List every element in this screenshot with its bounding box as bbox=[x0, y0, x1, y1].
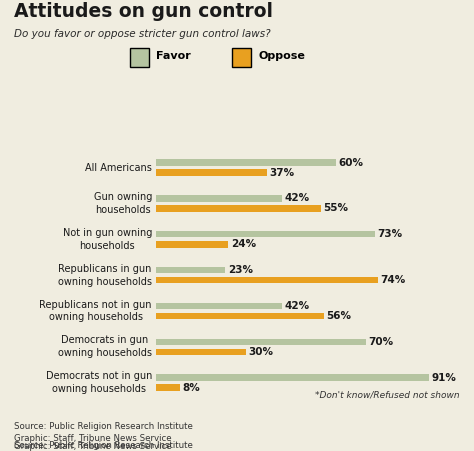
Bar bbox=[156, 205, 321, 212]
Text: Republicans in gun
owning households: Republicans in gun owning households bbox=[58, 264, 152, 286]
Bar bbox=[156, 159, 336, 166]
Text: 74%: 74% bbox=[380, 275, 406, 285]
Text: 60%: 60% bbox=[338, 157, 364, 168]
Bar bbox=[156, 170, 267, 176]
Text: Do you favor or oppose stricter gun control laws?: Do you favor or oppose stricter gun cont… bbox=[14, 29, 271, 39]
Bar bbox=[156, 313, 324, 319]
Text: 8%: 8% bbox=[183, 382, 201, 393]
Text: Democrats in gun
owning households: Democrats in gun owning households bbox=[58, 336, 152, 358]
Text: 23%: 23% bbox=[228, 265, 253, 275]
Text: Source: Public Religion Research Institute: Source: Public Religion Research Institu… bbox=[14, 441, 193, 450]
Bar bbox=[156, 277, 378, 283]
Text: Graphic: Staff, Tribune News Service: Graphic: Staff, Tribune News Service bbox=[14, 442, 172, 451]
Text: 56%: 56% bbox=[327, 311, 351, 321]
Text: 42%: 42% bbox=[284, 301, 310, 311]
Text: Not in gun owning
households: Not in gun owning households bbox=[63, 228, 152, 251]
Bar bbox=[156, 374, 429, 381]
Bar bbox=[156, 349, 246, 355]
Text: 91%: 91% bbox=[431, 373, 456, 382]
Text: 24%: 24% bbox=[231, 239, 256, 249]
Text: 30%: 30% bbox=[249, 347, 273, 357]
Text: 70%: 70% bbox=[368, 337, 393, 347]
Bar bbox=[156, 231, 375, 238]
Text: Oppose: Oppose bbox=[258, 51, 305, 61]
Bar bbox=[156, 267, 225, 273]
Text: Favor: Favor bbox=[156, 51, 191, 61]
Text: 73%: 73% bbox=[377, 229, 402, 239]
Text: Gun owning
households: Gun owning households bbox=[93, 192, 152, 215]
Text: Republicans not in gun
owning households: Republicans not in gun owning households bbox=[39, 299, 152, 322]
Text: 42%: 42% bbox=[284, 193, 310, 203]
Text: Attitudes on gun control: Attitudes on gun control bbox=[14, 2, 273, 21]
Text: *Don't know/Refused not shown: *Don't know/Refused not shown bbox=[315, 390, 460, 399]
Bar bbox=[156, 339, 366, 345]
Bar bbox=[156, 303, 282, 309]
Bar bbox=[156, 241, 228, 248]
Text: Democrats not in gun
owning households: Democrats not in gun owning households bbox=[46, 371, 152, 394]
Text: 55%: 55% bbox=[323, 203, 348, 213]
FancyBboxPatch shape bbox=[232, 48, 251, 67]
Text: Source: Public Religion Research Institute
Graphic: Staff, Tribune News Service: Source: Public Religion Research Institu… bbox=[14, 422, 193, 443]
Bar bbox=[156, 384, 181, 391]
FancyBboxPatch shape bbox=[130, 48, 149, 67]
Text: All Americans: All Americans bbox=[85, 163, 152, 173]
Text: 37%: 37% bbox=[270, 168, 295, 178]
Bar bbox=[156, 195, 282, 202]
